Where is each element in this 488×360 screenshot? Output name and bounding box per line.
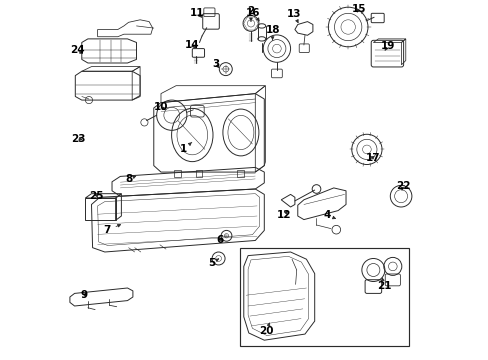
Text: 23: 23 [71, 134, 85, 144]
Text: 14: 14 [184, 40, 199, 50]
Text: 16: 16 [246, 8, 260, 21]
Text: 5: 5 [208, 258, 218, 268]
Text: 12: 12 [276, 210, 291, 220]
Text: 8: 8 [125, 174, 136, 184]
Text: 6: 6 [216, 235, 223, 246]
Text: 19: 19 [380, 41, 394, 51]
Text: 20: 20 [259, 323, 273, 336]
Text: 24: 24 [70, 45, 84, 55]
Text: 10: 10 [153, 102, 168, 112]
Text: 11: 11 [189, 8, 204, 18]
Text: 17: 17 [366, 153, 380, 163]
Text: 2: 2 [247, 6, 254, 21]
Text: 9: 9 [81, 290, 88, 300]
Text: 4: 4 [323, 210, 335, 220]
Text: 25: 25 [89, 191, 103, 201]
Bar [196, 170, 202, 177]
Bar [174, 170, 181, 177]
Text: 13: 13 [286, 9, 301, 23]
Text: 3: 3 [212, 59, 219, 69]
Bar [237, 170, 244, 177]
Text: 7: 7 [103, 224, 121, 235]
Text: 22: 22 [395, 181, 409, 192]
Text: 15: 15 [351, 4, 366, 14]
Text: 18: 18 [265, 24, 279, 40]
Text: 21: 21 [376, 278, 390, 291]
Text: 1: 1 [179, 142, 191, 154]
